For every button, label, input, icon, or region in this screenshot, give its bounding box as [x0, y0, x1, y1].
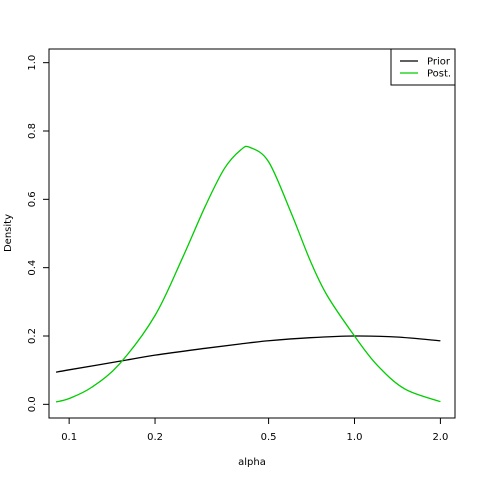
series-line-post — [55, 145, 441, 403]
y-tick-label: 0.4 — [27, 260, 38, 276]
x-tick-label: 0.5 — [261, 432, 277, 443]
x-tick-label: 1.0 — [347, 432, 363, 443]
series-layer — [55, 145, 441, 403]
y-tick-label: 0.6 — [27, 191, 38, 207]
legend-label: Post. — [427, 69, 451, 80]
y-tick-label: 0.8 — [27, 123, 38, 139]
legend-box — [390, 48, 456, 86]
x-tick-label: 0.1 — [61, 432, 77, 443]
series-line-prior — [55, 335, 441, 373]
y-tick-label: 0.2 — [27, 328, 38, 344]
x-tick-label: 0.2 — [147, 432, 163, 443]
x-tick-label: 2.0 — [432, 432, 448, 443]
y-axis: 0.0 0.2 0.4 0.6 0.8 1.0 — [27, 55, 49, 412]
plot-frame — [48, 48, 456, 419]
legend-label: Prior — [427, 57, 451, 68]
x-axis-label: alpha — [238, 457, 266, 468]
x-axis: 0.1 0.2 0.5 1.0 2.0 — [61, 418, 448, 443]
y-axis-label: Density — [3, 214, 14, 252]
y-tick-label: 0.0 — [27, 396, 38, 412]
y-tick-label: 1.0 — [27, 55, 38, 71]
